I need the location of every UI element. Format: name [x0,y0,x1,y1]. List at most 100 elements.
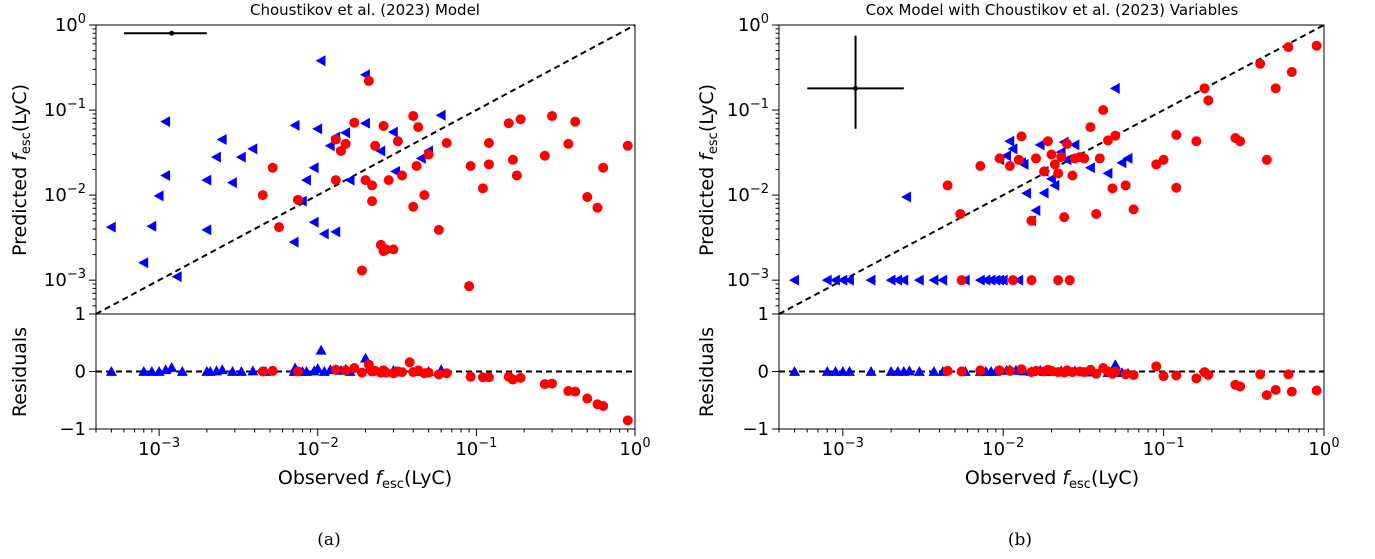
data-point [1001,150,1012,162]
x-tick-label: 10−2 [297,436,339,460]
data-point [1056,152,1067,163]
data-point [257,366,268,377]
data-point [1053,168,1064,179]
data-point [349,363,360,374]
y-tick-label: 10−3 [727,267,769,291]
data-point [146,220,157,232]
data-point [340,127,351,139]
data-point [397,367,408,378]
data-point [356,367,367,378]
data-point [994,153,1005,164]
data-point [370,140,381,151]
data-point [363,75,374,86]
x-tick-label: 10−3 [822,436,864,460]
data-point [507,154,518,165]
data-point [539,150,550,161]
data-point [330,134,341,145]
data-point [483,372,494,383]
data-point [235,151,246,163]
data-point [267,365,278,376]
data-point [865,366,877,376]
data-point [1311,40,1322,51]
data-point [913,274,924,286]
data-point [975,365,986,376]
panel-b: Cox Model with Choustikov et al. (2023) … [696,1,1340,550]
data-point [1235,136,1246,147]
data-point [563,138,574,149]
data-point [1062,138,1073,149]
one-to-one-line [779,25,1324,314]
data-point [318,228,329,240]
data-point [1084,162,1095,174]
data-point [226,177,237,189]
y-tick-label: 10−3 [44,267,86,291]
data-point [885,274,896,286]
data-point [997,274,1008,286]
residual-plot-marks [96,344,635,426]
data-point [1039,166,1050,177]
data-point [315,344,327,355]
data-point [105,366,117,376]
data-point [335,146,346,157]
data-point [292,366,303,377]
data-point [821,274,832,286]
data-point [1038,187,1049,199]
data-point [397,170,408,181]
data-point [1026,215,1037,226]
data-point [1102,167,1113,179]
data-point [598,401,609,411]
residual-axis-title: Residuals [696,327,718,417]
data-point [176,366,188,376]
x-tick-label: 10−3 [138,436,180,460]
panel-title: Cox Model with Choustikov et al. (2023) … [866,1,1239,19]
data-point [547,378,558,389]
data-point [622,415,633,426]
data-point [1255,58,1266,69]
data-point [1191,136,1202,147]
data-point [892,274,903,286]
data-point [898,274,909,286]
data-point [515,372,526,383]
data-point [547,111,558,122]
data-point [1049,179,1060,191]
data-point [1110,366,1121,377]
data-point [1110,130,1121,141]
data-point [1013,274,1024,286]
data-point [464,281,475,292]
data-point [821,366,833,376]
data-point [340,365,351,376]
data-point [980,274,991,286]
data-point [423,367,434,378]
data-point [1091,368,1102,379]
data-point [378,120,389,131]
data-point [388,244,399,255]
data-point [465,160,476,171]
data-point [942,365,953,376]
data-point [1311,385,1322,396]
data-point [843,366,855,376]
data-point [1061,154,1072,166]
data-point [507,374,518,385]
data-point [1203,369,1214,380]
data-point [435,109,446,121]
data-point [1120,369,1131,380]
data-point [1283,42,1294,53]
data-point [404,357,415,368]
residual-axis-title: Residuals [9,327,31,417]
data-point [928,366,940,376]
data-point [105,221,116,233]
data-point [570,116,581,127]
data-point [160,170,171,182]
data-point [201,224,212,236]
data-point [247,365,259,376]
y-axis-title: Predicted fesc(LyC) [9,84,34,256]
data-point [539,379,550,390]
residual-tick-label: −1 [59,419,86,440]
data-point [837,274,848,286]
data-point [1270,384,1281,395]
y-tick-label: 10−2 [44,182,86,206]
x-axis-title: Observed fesc(LyC) [965,467,1139,492]
data-point [301,366,313,376]
x-axis-title: Observed fesc(LyC) [278,467,452,492]
data-point [1007,275,1018,286]
